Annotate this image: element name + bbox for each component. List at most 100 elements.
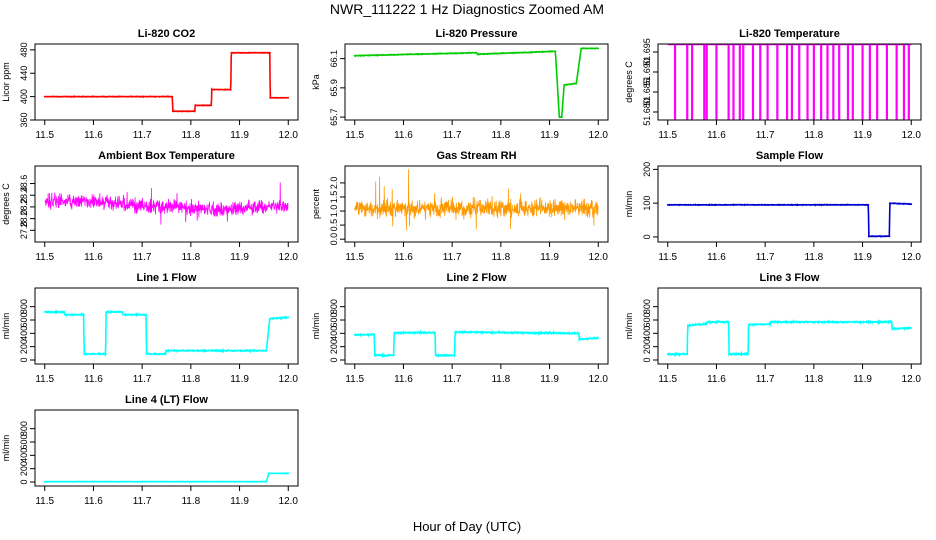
data-point xyxy=(373,354,376,357)
panel-6: Line 1 Flow ml/min 11.5 11.6 11.7 11.8 11.9 12.… xyxy=(1,272,299,385)
series-line xyxy=(44,309,289,358)
y-tick-label: 28.2 xyxy=(19,198,29,216)
x-tick-label: 11.7 xyxy=(443,130,462,141)
panel-title: Li-820 Pressure xyxy=(436,28,518,40)
data-point xyxy=(287,96,290,99)
x-tick-label: 11.6 xyxy=(84,252,103,263)
x-tick-label: 11.5 xyxy=(345,374,364,385)
y-tick-label: 480 xyxy=(19,42,29,57)
series-line xyxy=(44,472,289,484)
plot-frame xyxy=(344,165,609,243)
panel-3: Ambient Box Temperature degrees C 11.5 11.6… xyxy=(1,150,299,263)
y-tick-label: 51.690 xyxy=(642,58,652,86)
y-tick-label: 400 xyxy=(19,448,29,463)
panel-title: Line 3 Flow xyxy=(760,272,820,284)
y-tick-label: 0 xyxy=(19,357,29,362)
x-tick-label: 11.8 xyxy=(181,496,200,507)
y-axis-label: percent xyxy=(311,188,321,219)
x-tick-label: 11.5 xyxy=(35,252,54,263)
x-tick-label: 11.7 xyxy=(756,130,775,141)
data-point xyxy=(910,203,913,206)
y-tick-label: 28.6 xyxy=(19,175,29,193)
y-tick-label: 600 xyxy=(329,312,339,327)
x-tick-label: 11.7 xyxy=(133,496,152,507)
data-point xyxy=(434,354,437,357)
y-tick-label: 400 xyxy=(19,326,29,341)
x-tick-label: 11.9 xyxy=(853,374,872,385)
x-tick-label: 12.0 xyxy=(279,496,299,507)
y-tick-label: 51.680 xyxy=(642,98,652,126)
y-tick-label: 1.5 xyxy=(329,191,339,204)
data-point xyxy=(194,104,197,107)
y-tick-label: 65.7 xyxy=(329,108,339,126)
data-point xyxy=(265,480,268,483)
x-tick-label: 11.8 xyxy=(804,252,823,263)
series-line xyxy=(44,182,289,225)
data-point xyxy=(393,331,396,334)
data-point xyxy=(353,333,356,336)
x-tick-label: 11.9 xyxy=(230,496,249,507)
panel-5: Sample Flow ml/min 11.5 11.6 11.7 11.8 11.9 12.… xyxy=(624,150,922,263)
x-tick-label: 11.8 xyxy=(181,252,200,263)
data-point xyxy=(769,321,772,323)
x-tick-label: 11.6 xyxy=(394,252,413,263)
y-tick-label: 0 xyxy=(19,479,29,484)
series-group xyxy=(354,169,599,231)
data-point xyxy=(373,333,376,336)
series-line xyxy=(667,319,912,357)
data-point xyxy=(193,110,196,113)
x-tick-label: 11.5 xyxy=(658,374,677,385)
x-tick-label: 11.6 xyxy=(707,252,726,263)
plot-frame xyxy=(657,287,922,365)
x-tick-label: 11.6 xyxy=(707,130,726,141)
series-group xyxy=(667,44,912,120)
x-tick-label: 11.5 xyxy=(658,252,677,263)
x-tick-label: 12.0 xyxy=(589,130,609,141)
x-tick-label: 12.0 xyxy=(902,374,922,385)
x-tick-label: 11.6 xyxy=(707,374,726,385)
y-axis-label: ml/min xyxy=(624,313,634,340)
y-tick-label: 27.8 xyxy=(19,222,29,240)
y-tick-label: 600 xyxy=(642,312,652,327)
data-point xyxy=(83,353,86,355)
data-point xyxy=(867,235,870,238)
x-tick-label: 11.6 xyxy=(84,374,103,385)
y-tick-label: 1.0 xyxy=(329,205,339,218)
data-point xyxy=(706,321,709,323)
x-tick-label: 11.9 xyxy=(540,252,559,263)
data-point xyxy=(910,327,913,329)
y-tick-label: 200 xyxy=(19,339,29,354)
x-tick-label: 11.9 xyxy=(853,130,872,141)
data-point xyxy=(891,327,894,330)
panel-title: Sample Flow xyxy=(756,150,824,162)
x-tick-label: 11.5 xyxy=(345,252,364,263)
data-point xyxy=(888,235,891,238)
series-group xyxy=(43,472,290,484)
y-tick-label: 400 xyxy=(642,326,652,341)
data-point xyxy=(585,47,587,50)
data-point xyxy=(888,202,891,205)
data-point xyxy=(727,321,730,323)
x-tick-label: 11.8 xyxy=(491,374,510,385)
series-group xyxy=(44,182,289,225)
data-point xyxy=(122,313,125,316)
y-axis-label: ml/min xyxy=(624,191,634,218)
data-point xyxy=(705,323,708,325)
y-tick-label: 28.4 xyxy=(19,186,29,204)
x-tick-label: 11.6 xyxy=(394,374,413,385)
y-tick-label: 28.0 xyxy=(19,210,29,228)
x-tick-label: 11.7 xyxy=(133,130,152,141)
x-tick-label: 11.8 xyxy=(181,130,200,141)
data-point xyxy=(268,51,271,54)
series-group xyxy=(353,47,600,119)
y-tick-label: 51.695 xyxy=(642,38,652,66)
y-tick-label: 360 xyxy=(19,112,29,127)
y-tick-label: 65.9 xyxy=(329,79,339,97)
y-tick-label: 440 xyxy=(19,66,29,81)
data-point xyxy=(454,331,456,333)
data-point xyxy=(165,349,167,352)
y-axis-label: ml/min xyxy=(1,313,11,340)
y-axis-label: Licor ppm xyxy=(1,62,11,102)
y-tick-label: 800 xyxy=(642,299,652,314)
